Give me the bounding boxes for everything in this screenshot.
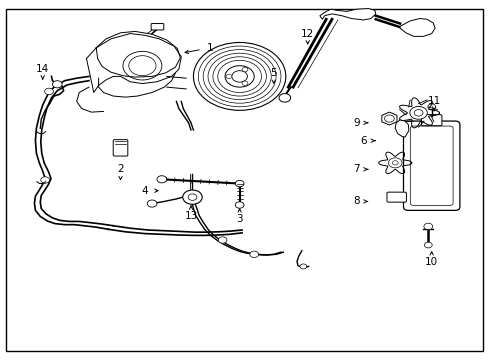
Circle shape [249, 251, 258, 257]
Circle shape [391, 161, 397, 165]
Circle shape [424, 242, 431, 248]
Circle shape [409, 107, 427, 119]
Circle shape [413, 110, 422, 116]
Text: 11: 11 [427, 96, 440, 107]
FancyBboxPatch shape [113, 140, 127, 156]
Text: 13: 13 [184, 211, 197, 221]
Text: 14: 14 [36, 64, 49, 74]
Circle shape [218, 237, 226, 243]
Text: 3: 3 [236, 214, 243, 224]
Circle shape [299, 264, 306, 269]
FancyBboxPatch shape [409, 126, 452, 205]
Text: 5: 5 [270, 68, 276, 78]
Text: 9: 9 [352, 118, 359, 128]
FancyBboxPatch shape [421, 114, 441, 126]
Circle shape [384, 115, 393, 122]
Polygon shape [394, 120, 408, 137]
Text: 2: 2 [117, 164, 123, 174]
Circle shape [242, 67, 247, 72]
Circle shape [44, 88, 53, 95]
Circle shape [183, 190, 202, 204]
Text: 6: 6 [360, 136, 366, 146]
Circle shape [235, 202, 244, 208]
Circle shape [279, 94, 290, 102]
Text: 1: 1 [207, 43, 213, 53]
Polygon shape [381, 112, 396, 125]
Polygon shape [319, 9, 375, 20]
Circle shape [423, 223, 432, 230]
Text: 10: 10 [424, 257, 437, 267]
Circle shape [41, 177, 49, 183]
Text: 12: 12 [301, 28, 314, 39]
Polygon shape [399, 18, 434, 36]
FancyBboxPatch shape [403, 121, 459, 210]
Circle shape [427, 104, 435, 110]
Circle shape [387, 158, 401, 168]
Circle shape [242, 81, 247, 85]
Circle shape [52, 81, 62, 88]
Circle shape [157, 176, 166, 183]
Circle shape [235, 180, 244, 187]
Text: 8: 8 [352, 197, 359, 206]
Circle shape [147, 200, 157, 207]
FancyBboxPatch shape [386, 192, 406, 202]
Circle shape [188, 194, 197, 201]
Text: 7: 7 [352, 164, 359, 174]
Text: 4: 4 [141, 186, 148, 196]
Circle shape [225, 74, 231, 78]
FancyBboxPatch shape [151, 23, 163, 30]
